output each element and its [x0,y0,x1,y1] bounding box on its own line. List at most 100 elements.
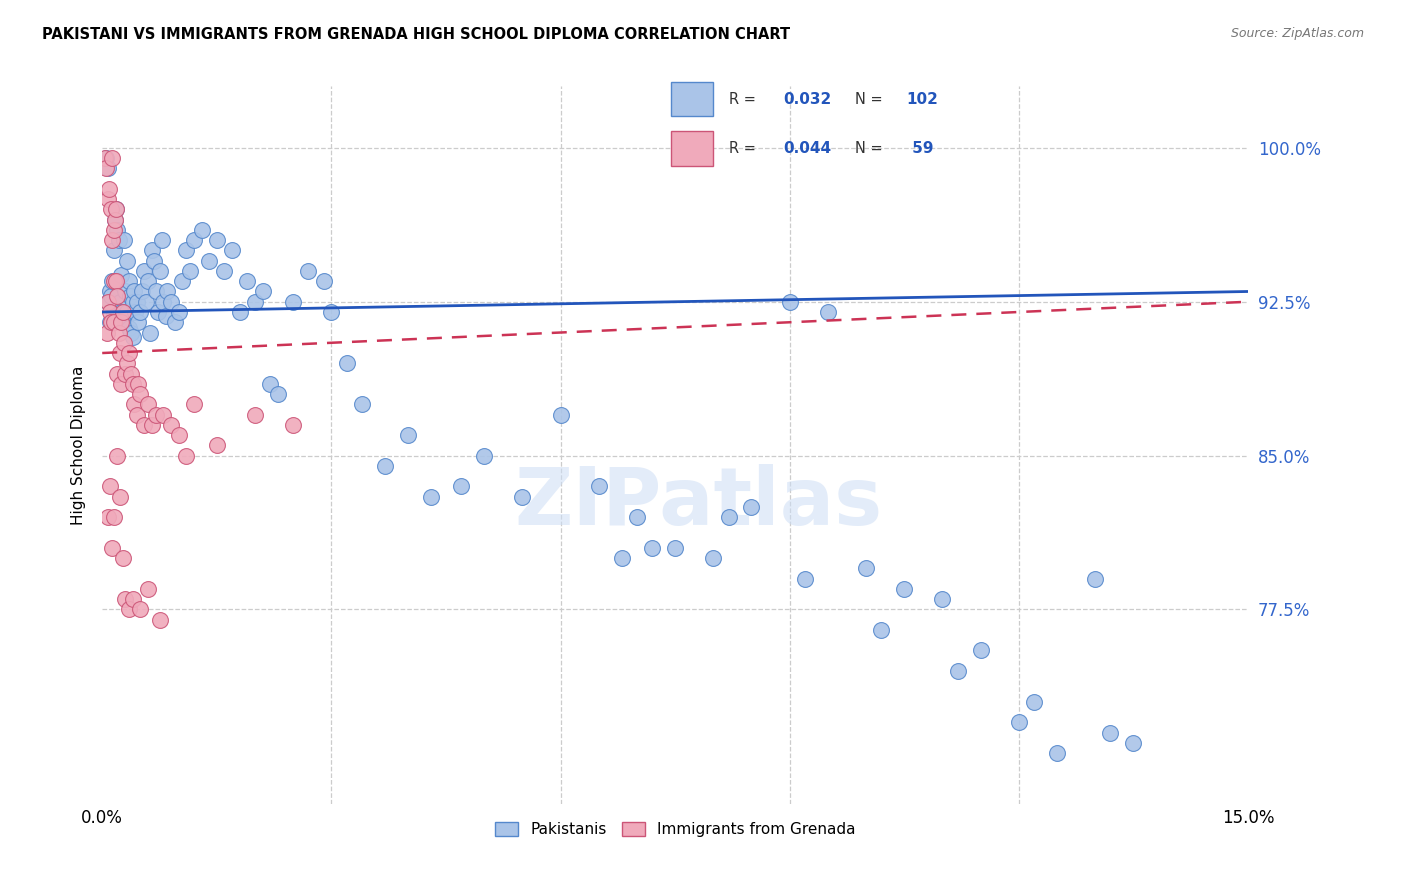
Text: 59: 59 [907,141,934,156]
Point [626,510,648,524]
Point [97,192,120,206]
Point [115,356,138,370]
Point [148,613,170,627]
Point [129,602,152,616]
Point [101,274,124,288]
Point [110,376,132,391]
Point [118,321,141,335]
Point [114,367,136,381]
Point [101,541,124,555]
Point [641,541,664,555]
Point [111,305,134,319]
Point [550,408,572,422]
Point [124,397,146,411]
Point [103,223,125,237]
Point [190,223,212,237]
Point [114,285,136,299]
Point [120,288,142,302]
Point [141,417,163,432]
Point [228,305,250,319]
Point [108,326,131,340]
Point [855,561,877,575]
Point [174,449,197,463]
Point [167,428,190,442]
Point [134,264,156,278]
Point [127,376,149,391]
Point [221,244,243,258]
Point [100,202,122,217]
Point [100,288,122,302]
Point [94,151,117,165]
Point [101,233,124,247]
Point [98,285,121,299]
Point [111,551,134,566]
Point [121,592,143,607]
Point [138,326,160,340]
Point [198,253,221,268]
Point [100,315,122,329]
Text: R =: R = [728,141,761,156]
Text: 102: 102 [907,92,938,107]
Point [155,309,177,323]
Point [97,161,120,176]
Point [114,592,136,607]
Point [336,356,359,370]
Point [702,551,724,566]
Point [870,623,893,637]
Point [243,408,266,422]
Point [163,315,186,329]
Point [450,479,472,493]
Point [1084,572,1107,586]
Point [97,294,120,309]
Point [664,541,686,555]
Point [108,233,131,247]
Point [98,182,121,196]
Point [107,274,129,288]
Point [135,294,157,309]
Point [510,490,533,504]
Point [146,305,169,319]
Point [588,479,610,493]
Point [243,294,266,309]
Point [93,151,115,165]
Point [104,202,127,217]
Point [297,264,319,278]
Point [141,244,163,258]
Point [283,417,305,432]
Point [103,274,125,288]
Point [118,346,141,360]
Point [143,253,166,268]
Point [94,161,117,176]
Point [179,264,201,278]
Text: Source: ZipAtlas.com: Source: ZipAtlas.com [1230,27,1364,40]
Point [145,408,167,422]
Point [136,397,159,411]
Point [121,329,143,343]
Point [214,264,236,278]
Point [107,367,129,381]
Point [150,233,173,247]
Point [103,244,125,258]
Point [145,285,167,299]
Point [127,315,149,329]
Legend: Pakistanis, Immigrants from Grenada: Pakistanis, Immigrants from Grenada [489,815,862,843]
Point [121,294,143,309]
Point [120,326,142,340]
Point [160,294,183,309]
Point [107,449,129,463]
Point [321,305,343,319]
Point [108,490,131,504]
Point [174,244,197,258]
Point [419,490,441,504]
Point [129,305,152,319]
Point [101,151,124,165]
Point [108,346,131,360]
Point [125,294,148,309]
Point [103,510,125,524]
Point [110,315,132,329]
Point [125,408,148,422]
Point [114,315,136,329]
Point [110,268,132,282]
Point [108,294,131,309]
Point [396,428,419,442]
